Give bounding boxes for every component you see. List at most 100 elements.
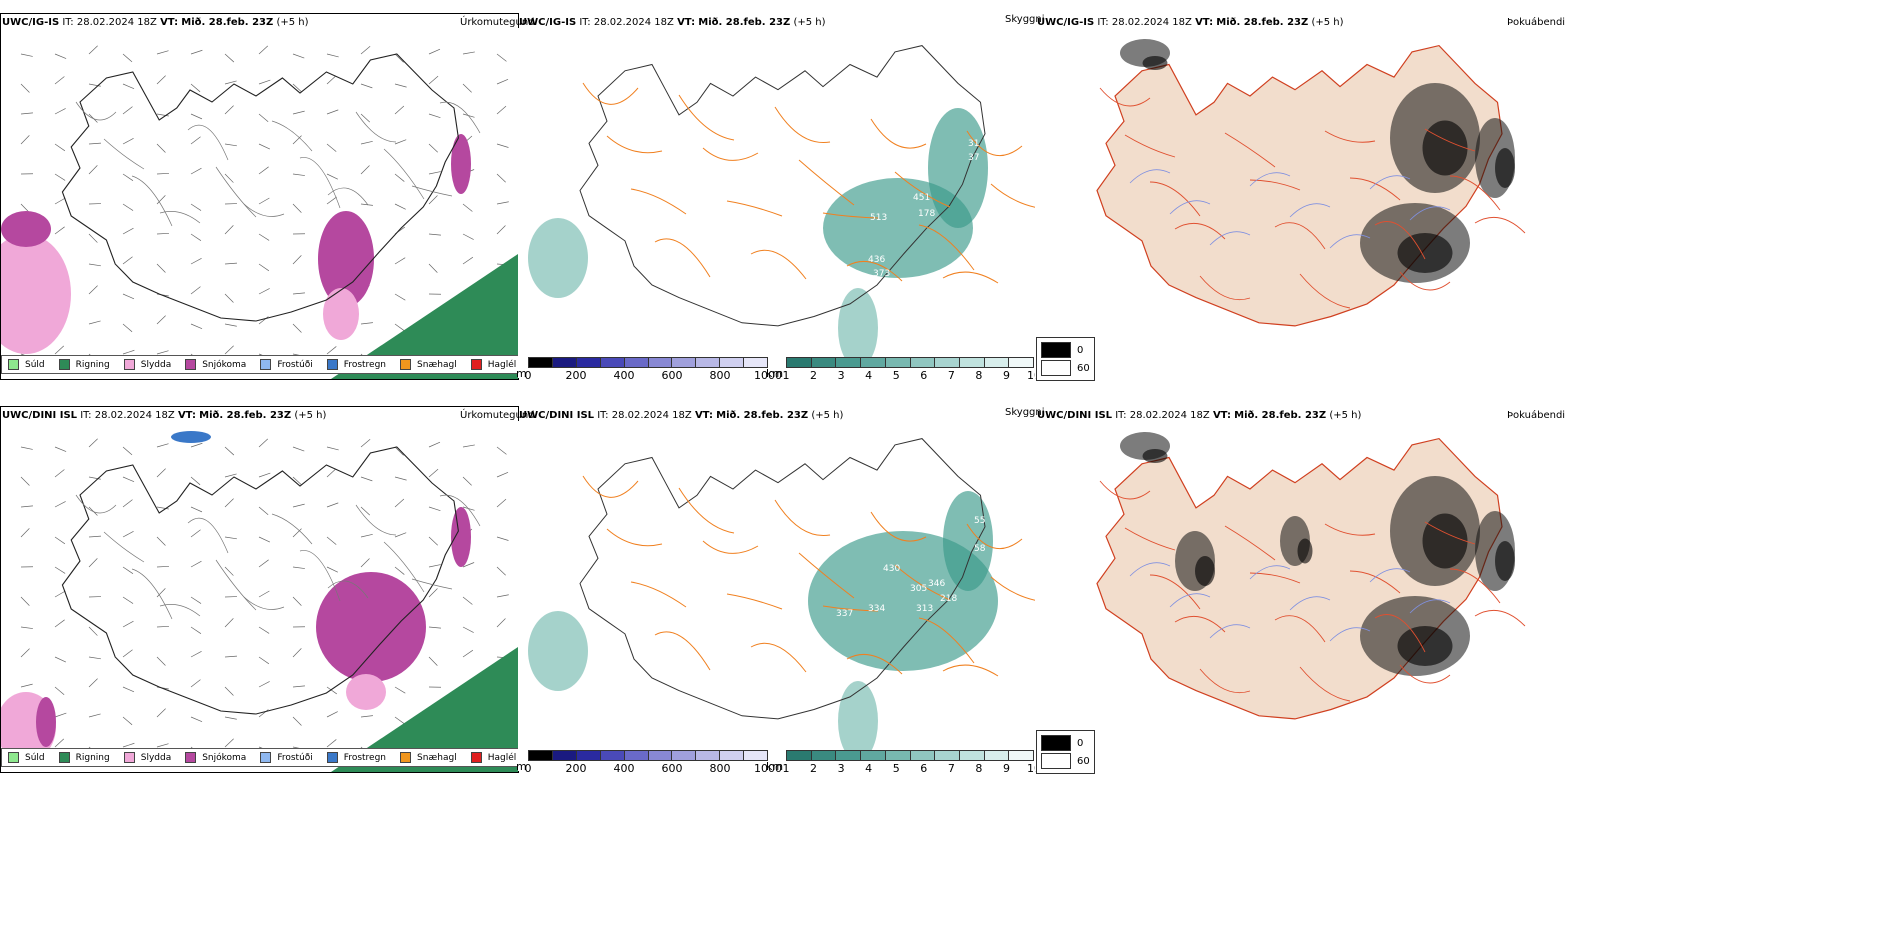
- wind-barb: [462, 476, 472, 486]
- wind-barb: [190, 203, 202, 211]
- wind-barb: [326, 196, 337, 205]
- legend-item: Snjókoma: [185, 752, 246, 763]
- ceiling-tick: 200: [565, 762, 587, 775]
- river-line: [1329, 627, 1371, 642]
- wind-barb: [496, 618, 506, 628]
- wind-barb: [428, 468, 439, 478]
- wind-barb: [258, 438, 269, 448]
- wind-barb: [224, 225, 234, 235]
- low-visibility-area: [838, 681, 878, 761]
- sleet-area: [346, 674, 386, 710]
- legend-swatch: [400, 752, 412, 763]
- legend-swatch: [326, 359, 338, 370]
- terrain-line: [439, 494, 481, 527]
- wind-barb: [88, 535, 101, 538]
- valid-time: Mið. 28.feb. 23Z: [181, 17, 274, 28]
- road-line: [750, 642, 807, 673]
- terrain-line: [75, 101, 117, 121]
- river-line: [1129, 562, 1171, 577]
- legend-label: Snjókoma: [202, 359, 247, 370]
- fog-area: [1297, 538, 1313, 564]
- ceiling-tick: 0: [524, 762, 532, 775]
- wind-barb: [20, 446, 33, 450]
- row-header-top: UWC/IG-IS IT: 28.02.2024 18Z VT: Mið. 28…: [2, 17, 309, 29]
- lead-time: (+5 h): [294, 410, 327, 421]
- river-line: [1289, 596, 1331, 611]
- wind-barb: [122, 649, 133, 658]
- wind-barb: [156, 743, 169, 748]
- lead-time: (+5 h): [1311, 17, 1344, 28]
- terrain-line: [187, 517, 229, 554]
- wind-barb: [326, 109, 339, 115]
- wind-barb: [54, 712, 67, 718]
- wind-barb: [88, 285, 98, 295]
- wind-barb: [224, 143, 237, 147]
- valid-label: VT:: [1212, 410, 1231, 421]
- wind-barb: [428, 195, 438, 205]
- legend-swatch: [470, 359, 482, 370]
- wind-barb: [360, 83, 373, 89]
- wind-barb: [122, 349, 135, 355]
- road-line: [1149, 181, 1201, 217]
- fog-map-bottom: [1035, 421, 1555, 771]
- terrain-line: [131, 568, 173, 620]
- wind-barb: [224, 80, 237, 85]
- wind-barb: [20, 112, 33, 115]
- ceiling-bar: [528, 750, 768, 761]
- wind-barb: [258, 263, 270, 272]
- wind-barb: [54, 501, 66, 508]
- precip-type-map-top: [0, 13, 519, 380]
- wind-barb: [428, 441, 441, 448]
- road-line: [966, 130, 1023, 156]
- wind-barb: [54, 446, 67, 452]
- wind-barb: [360, 438, 371, 448]
- wind-barb: [156, 232, 170, 235]
- model-name: UWC/IG-IS: [519, 17, 577, 28]
- fog-area: [1195, 556, 1215, 586]
- wind-barb: [20, 135, 30, 145]
- wind-barb: [496, 53, 507, 62]
- wind-barb: [122, 620, 134, 628]
- init-time: IT: 28.02.2024 18Z: [579, 17, 674, 28]
- wind-barb: [88, 263, 101, 267]
- valid-label: VT:: [160, 17, 179, 28]
- wind-barb: [190, 560, 202, 568]
- fog-area: [1422, 120, 1468, 176]
- fog-title: Þokuábendi: [1507, 410, 1566, 421]
- wind-barb: [224, 105, 234, 115]
- terrain-line: [243, 203, 285, 217]
- visibility-tick: 9: [1002, 369, 1010, 382]
- river-line: [1249, 172, 1291, 187]
- wind-barb: [258, 536, 271, 543]
- ceiling-label: 346: [928, 579, 945, 589]
- wind-barb: [496, 498, 507, 508]
- ceiling-label: 337: [836, 609, 853, 619]
- precip-legend-top: Súld Rigning Slydda Snjókoma Frostúði Frostre…: [1, 355, 532, 374]
- visibility-tick: 9: [1002, 762, 1010, 775]
- visibility-tick: 7: [947, 762, 955, 775]
- ceiling-tick: 600: [661, 762, 683, 775]
- fog-legend-max: 60: [1077, 362, 1090, 374]
- wind-barb: [258, 626, 270, 634]
- wind-barb: [224, 566, 234, 576]
- wind-barb: [496, 173, 506, 183]
- terrain-line: [215, 559, 257, 611]
- snow-area: [36, 697, 56, 747]
- ceiling-tick: 800: [709, 369, 731, 382]
- road-line: [630, 581, 687, 608]
- terrain-line: [355, 111, 397, 143]
- wind-barb: [20, 476, 30, 486]
- wind-barb: [54, 345, 65, 355]
- road-line: [1149, 574, 1201, 610]
- ceiling-label: 430: [883, 564, 900, 574]
- wind-barb: [122, 530, 134, 538]
- wind-barb: [156, 708, 166, 718]
- road-line: [1424, 521, 1476, 545]
- wind-barb: [156, 625, 170, 628]
- low-visibility-area: [943, 491, 993, 591]
- snow-area: [316, 572, 426, 682]
- legend-swatch: [260, 359, 272, 370]
- wind-barb: [292, 596, 302, 606]
- wind-barb: [428, 626, 441, 629]
- wind-barb: [360, 476, 373, 482]
